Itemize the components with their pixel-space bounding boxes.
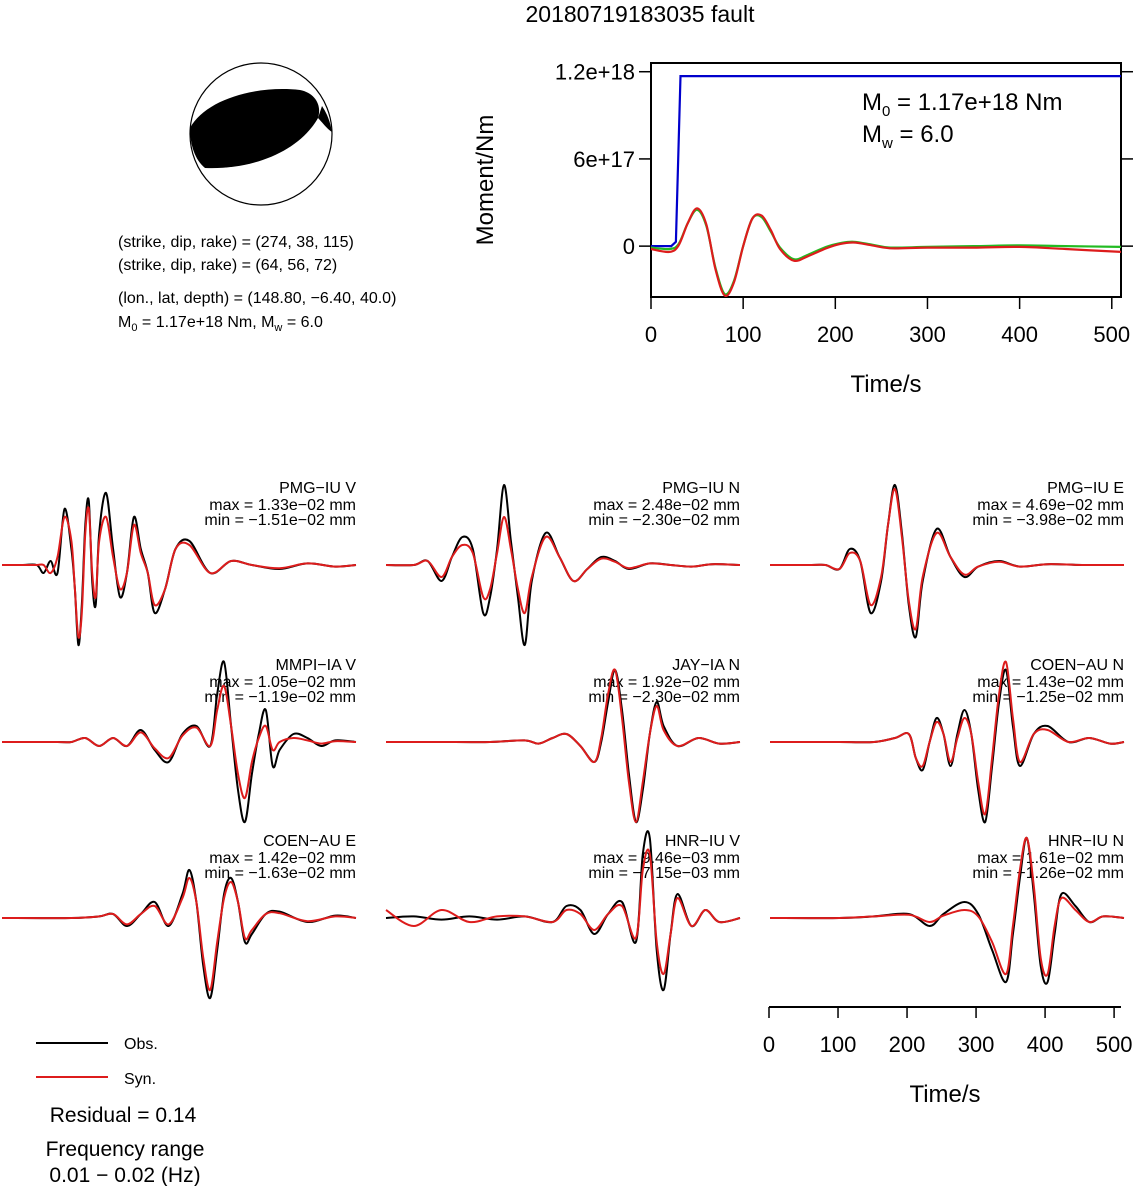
station-max: max = 1.42e−02 mm: [209, 850, 356, 867]
legend: Obs. Syn.: [36, 1036, 158, 1088]
station-max: max = 4.69e−02 mm: [977, 497, 1124, 514]
nodal-plane-2: (strike, dip, rake) = (64, 56, 72): [118, 257, 337, 274]
synthetic-trace: [385, 848, 741, 976]
waveform-x-tick-label: 100: [820, 1032, 857, 1057]
waveform-x-tick-label: 400: [1027, 1032, 1064, 1057]
moment-y-axis: 0 6e+17 1.2e+18: [555, 60, 1133, 259]
station-min: min = −1.63e−02 mm: [204, 865, 356, 882]
moment-x-tick-label: 100: [725, 322, 762, 347]
synthetic-trace: [769, 660, 1125, 816]
station-name: COEN−AU E: [263, 833, 356, 850]
frequency-range-label: Frequency range: [46, 1138, 205, 1161]
station-name: PMG−IU N: [662, 480, 740, 497]
station-min: min = −1.25e−02 mm: [972, 689, 1124, 706]
moment-x-tick-label: 0: [645, 322, 657, 347]
waveform-x-tick-label: 0: [763, 1032, 775, 1057]
figure-title: 20180719183035 fault: [526, 1, 756, 27]
station-min: min = −3.98e−02 mm: [972, 512, 1124, 529]
moment-series-rate_green: [650, 208, 1122, 296]
moment-y-tick-label: 0: [623, 234, 635, 259]
moment-x-tick-label: 300: [909, 322, 946, 347]
moment-series: [650, 75, 1122, 297]
waveform-x-tick-label: 300: [958, 1032, 995, 1057]
legend-obs-label: Obs.: [124, 1036, 158, 1053]
synthetic-trace: [385, 515, 741, 615]
nodal-plane-1: (strike, dip, rake) = (274, 38, 115): [118, 234, 354, 251]
station-name: JAY−IA N: [672, 657, 740, 674]
moment-y-tick-label: 6e+17: [573, 147, 635, 172]
residual: Residual = 0.14: [50, 1104, 197, 1127]
station-max: max = 2.48e−02 mm: [593, 497, 740, 514]
beachball-compression-sliver: [318, 106, 332, 132]
moment-series-rate_red: [650, 207, 1122, 297]
station-max: max = 1.43e−02 mm: [977, 674, 1124, 691]
moment-annotation-mw: Mw = 6.0: [862, 121, 954, 152]
station-max: max = 1.33e−02 mm: [209, 497, 356, 514]
synthetic-trace: [1, 506, 357, 639]
moment-x-tick-label: 500: [1093, 322, 1130, 347]
station-min: min = −1.51e−02 mm: [204, 512, 356, 529]
synthetic-trace: [385, 668, 741, 824]
waveform-x-tick-label: 500: [1096, 1032, 1133, 1057]
waveform-x-tick-label: 200: [889, 1032, 926, 1057]
station-min: min = −7.15e−03 mm: [588, 865, 740, 882]
station-min: min = −1.19e−02 mm: [204, 689, 356, 706]
synthetic-trace: [1, 876, 357, 992]
moment-x-tick-label: 200: [817, 322, 854, 347]
synthetic-trace: [769, 487, 1125, 631]
beachball-compression-quadrant: [190, 89, 320, 169]
station-min: min = −2.30e−02 mm: [588, 689, 740, 706]
synthetic-trace: [1, 684, 357, 800]
moment-annotation-m0: M0 = 1.17e+18 Nm: [862, 89, 1062, 120]
station-max: max = 1.92e−02 mm: [593, 674, 740, 691]
frequency-range-value: 0.01 − 0.02 (Hz): [49, 1164, 200, 1186]
station-name: HNR−IU V: [665, 833, 740, 850]
moment-plot-frame: [650, 62, 1122, 298]
waveform-time-axis: 0 100 200 300 400 500: [763, 1006, 1133, 1057]
beachball: [189, 62, 333, 206]
synthetic-trace: [769, 836, 1125, 977]
station-max: max = 1.61e−02 mm: [977, 850, 1124, 867]
location-depth: (lon., lat, depth) = (148.80, −6.40, 40.…: [118, 290, 396, 307]
station-name: PMG−IU E: [1047, 480, 1124, 497]
legend-syn-label: Syn.: [124, 1071, 156, 1088]
station-max: max = 9.46e−03 mm: [593, 850, 740, 867]
moment-magnitude-line: M0 = 1.17e+18 Nm, Mw = 6.0: [118, 314, 323, 334]
waveform-x-label: Time/s: [909, 1081, 980, 1108]
station-name: MMPI−IA V: [276, 657, 357, 674]
moment-x-tick-label: 400: [1001, 322, 1038, 347]
moment-series-cumulative: [651, 75, 1121, 248]
station-name: PMG−IU V: [279, 480, 356, 497]
observed-trace: [1, 868, 357, 1000]
moment-x-label: Time/s: [850, 371, 921, 398]
observed-trace: [385, 830, 741, 992]
station-name: HNR−IU N: [1048, 833, 1124, 850]
moment-y-label: Moment/Nm: [472, 115, 499, 246]
station-max: max = 1.05e−02 mm: [209, 674, 356, 691]
moment-x-axis: 0 100 200 300 400 500: [645, 297, 1130, 347]
mechanism-info: (strike, dip, rake) = (274, 38, 115) (st…: [118, 234, 396, 334]
station-min: min = −2.30e−02 mm: [588, 512, 740, 529]
moment-rate-chart: 0 6e+17 1.2e+18 0 100 200 300 400 500 Moment/Nm…: [472, 60, 1133, 398]
station-min: min = −1.26e−02 mm: [972, 865, 1124, 882]
moment-y-tick-label: 1.2e+18: [555, 60, 635, 85]
station-name: COEN−AU N: [1030, 657, 1124, 674]
